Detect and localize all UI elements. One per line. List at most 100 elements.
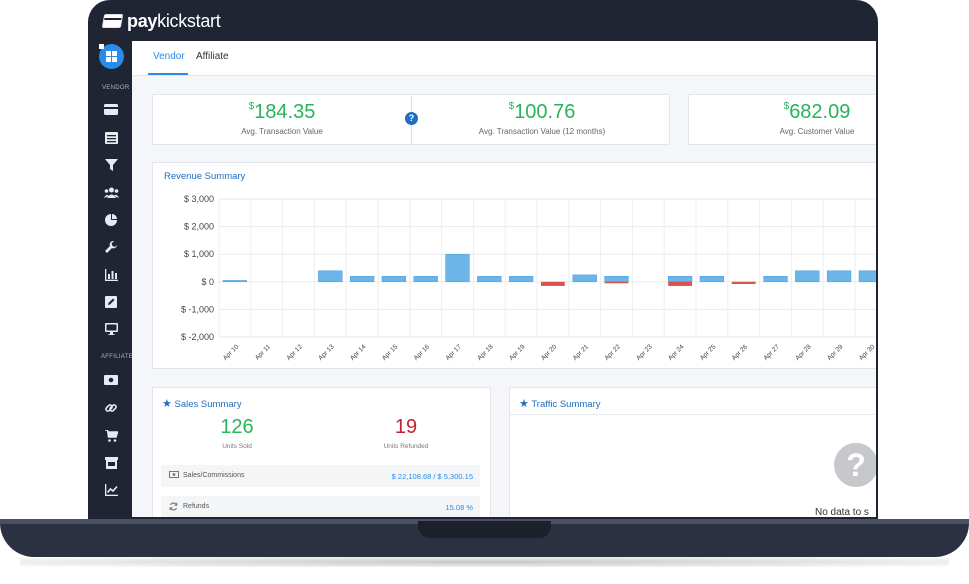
tab-bar: Vendor Affiliate (132, 41, 876, 76)
y-tick-label: $ 0 (201, 277, 214, 287)
bar-positive (445, 253, 470, 283)
list-icon[interactable] (104, 132, 118, 144)
money-icon (169, 471, 179, 480)
stat-value-text: 184.35 (254, 101, 316, 123)
users-icon[interactable] (104, 187, 119, 199)
x-tick-label: Apr 20 (540, 343, 559, 362)
tab-affiliate[interactable]: Affiliate (196, 51, 229, 62)
tab-vendor[interactable]: Vendor (153, 51, 185, 62)
credit-card-icon[interactable] (104, 104, 118, 116)
bar-positive (795, 270, 820, 283)
laptop-shadow (20, 557, 949, 567)
refunds-value: 15.08 % (445, 503, 473, 512)
x-tick-label: Apr 28 (794, 343, 813, 362)
bar-negative (731, 281, 756, 285)
x-tick-label: Apr 24 (667, 343, 686, 362)
stat-value-avg-transaction: $184.35 (192, 101, 372, 124)
wrench-icon[interactable] (104, 241, 118, 253)
sales-summary-header: ★ Sales Summary (162, 397, 242, 410)
x-tick-label: Apr 22 (603, 343, 622, 362)
y-tick-label: $ -2,000 (181, 332, 214, 342)
refresh-icon (169, 502, 178, 513)
pie-chart-icon[interactable] (104, 214, 118, 226)
bar-positive (222, 280, 248, 283)
traffic-summary-header: ★ Traffic Summary (519, 397, 601, 410)
bar-negative (541, 281, 565, 286)
units-sold-label: Units Sold (222, 443, 252, 450)
bar-positive (572, 274, 597, 283)
bar-positive (349, 276, 375, 283)
paykickstart-logo[interactable]: pay kickstart (101, 10, 221, 32)
traffic-header-divider (509, 414, 876, 415)
star-icon: ★ (519, 398, 529, 410)
bar-positive (858, 270, 876, 283)
x-tick-label: Apr 12 (285, 343, 304, 362)
x-tick-label: Apr 26 (731, 343, 750, 362)
line-chart-icon[interactable] (104, 484, 118, 496)
sales-summary-title: Sales Summary (174, 399, 242, 410)
x-tick-label: Apr 13 (317, 343, 336, 362)
sales-summary-card (152, 387, 491, 517)
stat-card-avg-customer (688, 94, 876, 145)
x-tick-label: Apr 21 (572, 343, 591, 362)
revenue-summary-title: Revenue Summary (164, 171, 246, 182)
x-tick-label: Apr 29 (826, 343, 845, 362)
card-logo-icon (101, 14, 124, 28)
revenue-summary-card (152, 162, 876, 369)
traffic-summary-title: Traffic Summary (531, 399, 601, 410)
help-icon[interactable]: ? (405, 112, 418, 125)
bar-positive (413, 276, 438, 283)
main-content: Vendor Affiliate ? $184.35 Avg. Transact… (132, 41, 876, 517)
cart-icon[interactable] (104, 429, 119, 442)
bar-positive (826, 270, 852, 283)
x-tick-label: Apr 25 (699, 343, 718, 362)
app-topbar (92, 5, 876, 41)
x-tick-label: Apr 27 (762, 343, 781, 362)
sales-commissions-label: Sales/Commissions (183, 472, 245, 479)
x-tick-label: Apr 16 (413, 343, 432, 362)
bar-negative (668, 281, 692, 286)
currency-symbol: $ (508, 101, 515, 112)
x-tick-label: Apr 18 (476, 343, 495, 362)
units-sold-value: 126 (220, 416, 254, 438)
money-icon[interactable] (104, 375, 118, 387)
currency-symbol: $ (248, 101, 255, 112)
stat-value-text: 682.09 (789, 101, 851, 123)
active-tab-indicator (148, 73, 188, 75)
x-tick-label: Apr 11 (254, 343, 272, 361)
logo-text-pay: pay (127, 10, 158, 31)
sales-commissions-value: $ 22,108.68 / $ 5,300.15 (391, 472, 473, 481)
bar-positive (667, 276, 693, 283)
x-tick-label: Apr 14 (349, 343, 368, 362)
bar-positive (763, 276, 788, 283)
y-tick-label: $ -1,000 (181, 304, 214, 314)
bar-positive (508, 276, 534, 283)
units-refunded-label: Units Refunded (383, 443, 429, 450)
bar-negative (604, 281, 629, 284)
monitor-icon[interactable] (104, 323, 118, 335)
no-data-text: No data to s (815, 507, 869, 517)
refunds-label: Refunds (183, 503, 210, 510)
traffic-summary-card (509, 387, 876, 517)
stat-label-avg-transaction-12m: Avg. Transaction Value (12 months) (478, 127, 606, 136)
x-tick-label: Apr 30 (858, 343, 876, 362)
stat-value-avg-customer: $682.09 (742, 101, 876, 124)
store-icon[interactable] (104, 457, 118, 469)
y-tick-label: $ 2,000 (184, 222, 214, 232)
filter-icon[interactable] (104, 159, 118, 171)
stat-label-avg-transaction: Avg. Transaction Value (241, 127, 323, 136)
units-refunded-value: 19 (394, 416, 418, 438)
y-tick-label: $ 3,000 (184, 194, 214, 204)
x-tick-label: Apr 15 (381, 343, 400, 362)
sidebar-section-affiliate: AFFILIATE (101, 354, 133, 360)
dashboard-icon[interactable] (99, 44, 124, 69)
edit-icon[interactable] (104, 296, 118, 308)
x-tick-label: Apr 17 (444, 343, 463, 362)
revenue-chart: $ 3,000 $ 2,000 $ 1,000 $ 0 $ -1,000 $ -2,000… (181, 194, 876, 362)
refunds-row: Refunds 15.08 % (161, 496, 480, 517)
stat-value-text: 100.76 (514, 101, 576, 123)
bar-chart-icon[interactable] (104, 269, 118, 281)
bar-positive (318, 270, 343, 283)
x-tick-label: Apr 10 (222, 343, 241, 362)
link-icon[interactable] (104, 402, 118, 414)
